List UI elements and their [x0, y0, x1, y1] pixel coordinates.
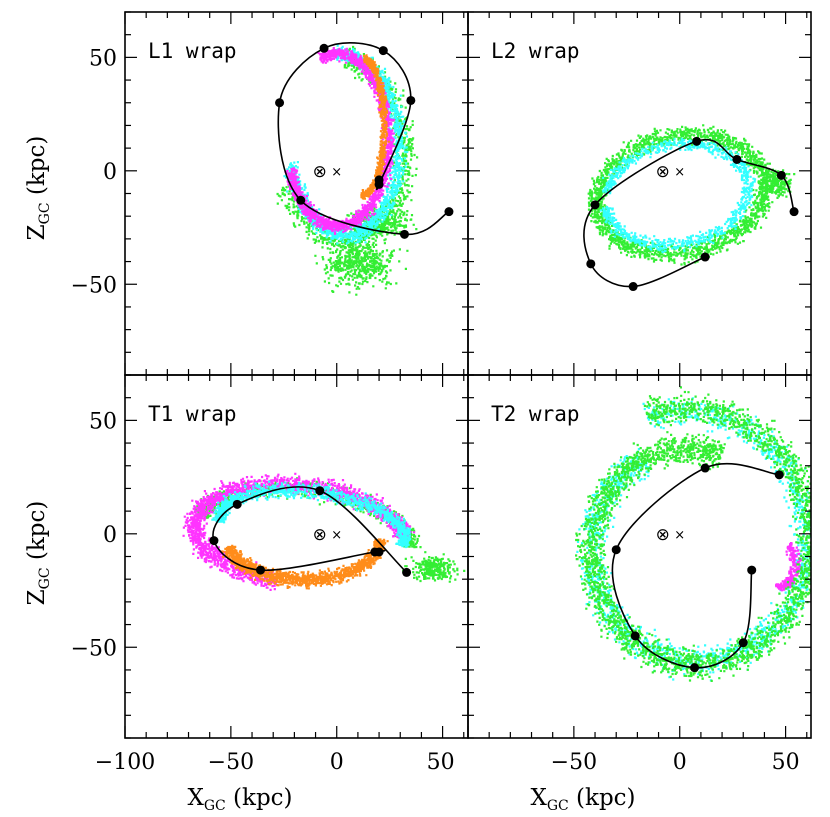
x-tick-label: 0 — [673, 750, 687, 775]
panel-frame — [467, 374, 812, 739]
orbit-point — [209, 536, 219, 546]
stream-green — [276, 45, 419, 296]
secondary-marker: × — [331, 165, 342, 180]
secondary-marker: × — [331, 528, 342, 543]
panel-t2-gc-markers: ⊗ × — [656, 525, 686, 545]
x-tick-label: −50 — [208, 750, 254, 775]
orbit-point — [692, 136, 702, 146]
panel-t2: ⊗ × T2 wrap — [467, 374, 811, 739]
stream-green — [575, 386, 811, 682]
panel-t1-orbit — [209, 486, 412, 577]
stream-orange — [221, 538, 389, 590]
orbit-point — [374, 175, 384, 185]
stream-green — [587, 124, 796, 266]
panel-l2-gc-markers: ⊗ × — [656, 162, 686, 182]
panel-label-l2: L2 wrap — [491, 39, 580, 63]
panel-t1-gc-markers: ⊗ × — [313, 525, 343, 545]
stream-cyan — [211, 480, 412, 549]
x-axis-title-left: XGC (kpc) — [187, 785, 292, 814]
orbit-point — [738, 638, 748, 648]
orbit-point — [590, 200, 600, 210]
orbit-curve — [583, 138, 795, 288]
y-tick-label: 50 — [89, 409, 117, 434]
y-axis-title-top: ZGC (kpc) — [24, 136, 53, 241]
orbit-point — [776, 170, 786, 180]
panel-t2-streams — [575, 386, 811, 682]
orbit-point — [256, 565, 266, 575]
orbit-point — [374, 547, 384, 557]
galactic-center-marker: ⊗ — [313, 525, 327, 545]
panel-t1-streams — [182, 472, 466, 591]
orbit-point — [700, 252, 710, 262]
orbit-point — [275, 98, 285, 108]
panel-l1-streams — [276, 44, 419, 296]
y-tick-label: 0 — [103, 160, 117, 185]
panel-label-t1: T1 wrap — [148, 402, 237, 426]
orbit-point — [700, 463, 710, 473]
orbit-point — [630, 631, 640, 641]
panel-l2-ticks — [467, 11, 811, 376]
y-tick-label: 50 — [89, 46, 117, 71]
x-tick-label: 50 — [427, 750, 455, 775]
galactic-center-marker: ⊗ — [656, 162, 670, 182]
x-tick-label: −50 — [551, 750, 597, 775]
orbit-point — [628, 282, 638, 292]
orbit-curve — [277, 42, 450, 236]
orbit-point — [232, 499, 242, 509]
panel-t2-ticks — [467, 374, 811, 739]
x-tick-label: 0 — [330, 750, 344, 775]
y-tick-label: −50 — [71, 273, 117, 298]
orbit-point — [315, 486, 325, 496]
orbit-point — [611, 545, 621, 555]
tick-labels: 50 0 −50 50 0 −50 −100 −50 0 50 −50 0 50 — [71, 46, 800, 775]
panel-label-t2: T2 wrap — [491, 402, 580, 426]
orbit-point — [444, 207, 454, 217]
panel-frames — [124, 11, 812, 739]
stream-cyan — [576, 397, 811, 682]
panel-t2-orbit — [611, 462, 784, 673]
panel-l1-orbit — [275, 42, 454, 239]
panel-l1-gc-markers: ⊗ × — [313, 162, 343, 182]
panel-l1: ⊗ × L1 wrap — [124, 11, 468, 376]
secondary-marker: × — [674, 165, 685, 180]
panel-l2-streams — [587, 124, 796, 266]
orbit-point — [296, 195, 306, 205]
x-axis-title-right: XGC (kpc) — [530, 785, 635, 814]
orbit-point — [406, 95, 416, 105]
orbit-point — [690, 663, 700, 673]
galactic-center-marker: ⊗ — [313, 162, 327, 182]
orbit-point — [732, 154, 742, 164]
y-axis-title-bottom: ZGC (kpc) — [24, 501, 53, 606]
orbit-point — [319, 43, 329, 53]
panel-l2: ⊗ × L2 wrap — [467, 11, 811, 376]
x-tick-label: −100 — [95, 750, 155, 775]
stream-magenta — [775, 542, 803, 592]
panel-label-l1: L1 wrap — [148, 39, 237, 63]
orbit-point — [774, 470, 784, 480]
stream-orange — [360, 54, 390, 200]
panel-t1: ⊗ × T1 wrap — [124, 374, 468, 739]
orbit-point — [399, 229, 409, 239]
panel-l2-orbit — [583, 136, 799, 292]
orbit-point — [586, 259, 596, 269]
panel-t1-ticks — [124, 374, 468, 739]
orbit-point — [378, 46, 388, 56]
x-tick-label: 50 — [772, 750, 800, 775]
panel-frame — [124, 374, 469, 739]
orbit-point — [789, 207, 799, 217]
galactic-center-marker: ⊗ — [656, 525, 670, 545]
y-tick-label: 0 — [103, 523, 117, 548]
secondary-marker: × — [674, 528, 685, 543]
y-tick-label: −50 — [71, 636, 117, 661]
orbit-point — [402, 567, 412, 577]
orbit-point — [747, 565, 757, 575]
